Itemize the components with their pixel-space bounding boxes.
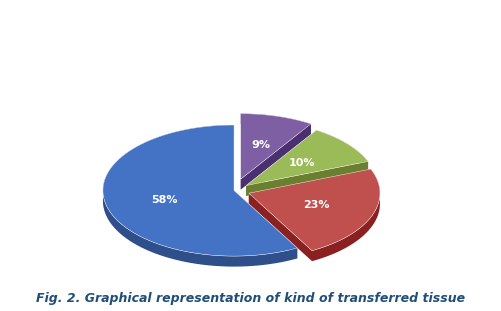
- Polygon shape: [234, 191, 297, 258]
- Polygon shape: [240, 114, 311, 179]
- Polygon shape: [246, 161, 368, 196]
- Polygon shape: [249, 169, 371, 204]
- Text: 9%: 9%: [251, 140, 270, 150]
- Text: Fig. 2. Graphical representation of kind of transferred tissue: Fig. 2. Graphical representation of kind…: [36, 292, 465, 305]
- Polygon shape: [317, 130, 368, 172]
- Text: 10%: 10%: [289, 158, 315, 168]
- Polygon shape: [240, 114, 311, 134]
- Polygon shape: [246, 130, 368, 186]
- Polygon shape: [249, 169, 380, 251]
- Polygon shape: [240, 124, 311, 190]
- Text: 58%: 58%: [151, 194, 177, 205]
- Polygon shape: [103, 125, 297, 256]
- Polygon shape: [103, 125, 297, 267]
- Polygon shape: [246, 130, 317, 196]
- Polygon shape: [312, 169, 380, 261]
- Polygon shape: [249, 193, 312, 261]
- Text: 23%: 23%: [304, 200, 330, 211]
